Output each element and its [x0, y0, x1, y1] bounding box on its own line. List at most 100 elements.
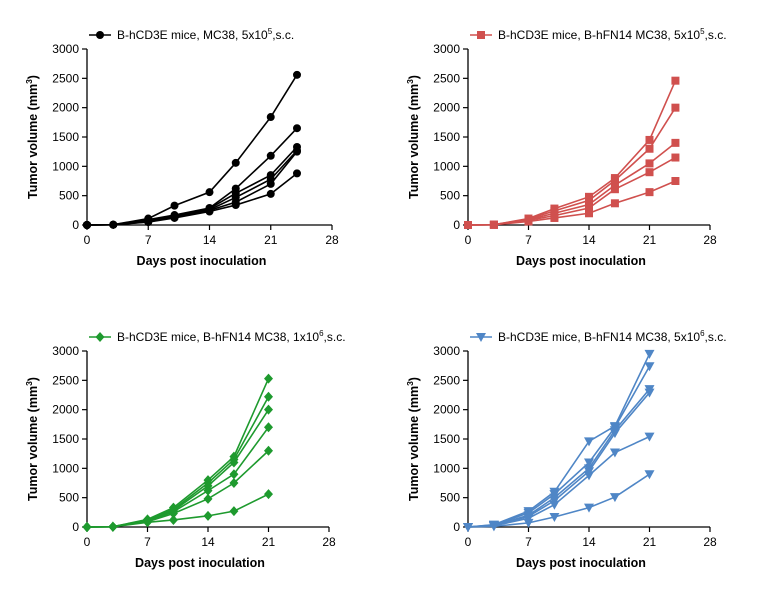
legend-marker	[476, 333, 486, 342]
data-point	[266, 189, 275, 198]
legend: B-hCD3E mice, B-hFN14 MC38, 5x106,s.c.	[470, 329, 727, 344]
data-point	[143, 517, 152, 528]
data-point	[644, 349, 655, 359]
data-point	[584, 503, 594, 513]
legend-marker	[96, 31, 104, 39]
x-tick-label: 7	[525, 233, 532, 247]
x-tick-label: 0	[465, 233, 472, 247]
data-point	[229, 506, 239, 517]
data-point	[644, 432, 655, 442]
x-axis-title: Days post inoculation	[137, 254, 267, 268]
y-axis-title: Tumor volume (mm3)	[405, 377, 421, 501]
legend: B-hCD3E mice, MC38, 5x105,s.c.	[89, 27, 294, 42]
data-point	[671, 153, 680, 162]
y-tick-label: 500	[59, 189, 79, 203]
x-tick-label: 7	[144, 535, 151, 549]
data-point	[144, 218, 153, 227]
legend: B-hCD3E mice, B-hFN14 MC38, 5x105,s.c.	[470, 27, 727, 42]
legend: B-hCD3E mice, B-hFN14 MC38, 1x106,s.c.	[89, 329, 346, 344]
data-point	[231, 158, 240, 167]
y-tick-label: 2000	[433, 403, 460, 417]
data-point	[205, 207, 214, 216]
data-point	[266, 151, 275, 160]
y-tick-label: 1000	[52, 159, 79, 173]
y-tick-label: 2500	[52, 71, 79, 85]
legend-marker	[477, 31, 485, 39]
legend-label: B-hCD3E mice, B-hFN14 MC38, 5x105,s.c.	[498, 27, 727, 42]
y-axis-title: Tumor volume (mm3)	[24, 377, 40, 501]
legend-label: B-hCD3E mice, B-hFN14 MC38, 5x106,s.c.	[498, 329, 727, 344]
chart-panel-4: 0 500 1000 1500 2000 2500 3000 0 7 14 21 28 Days pos…	[405, 329, 727, 570]
x-tick-label: 28	[325, 233, 339, 247]
y-tick-label: 1000	[433, 461, 460, 475]
series-5	[463, 432, 655, 532]
data-point	[645, 159, 654, 168]
series-4	[463, 388, 655, 532]
y-tick-label: 0	[72, 218, 79, 232]
data-point	[645, 188, 654, 197]
series-line	[467, 142, 676, 226]
data-point	[610, 185, 619, 194]
data-point	[170, 213, 179, 222]
data-point	[203, 493, 213, 504]
y-tick-label: 0	[72, 520, 79, 534]
y-tick-label: 3000	[52, 42, 79, 56]
x-tick-label: 0	[84, 233, 91, 247]
data-point	[584, 471, 594, 481]
data-point	[293, 124, 301, 133]
data-point	[523, 514, 534, 524]
series-3	[82, 404, 273, 532]
x-tick-label: 14	[582, 233, 596, 247]
x-tick-label: 14	[203, 233, 217, 247]
x-tick-label: 7	[525, 535, 532, 549]
x-tick-label: 21	[262, 535, 276, 549]
y-tick-label: 0	[453, 218, 460, 232]
data-point	[203, 510, 213, 521]
legend-label: B-hCD3E mice, MC38, 5x105,s.c.	[117, 27, 294, 42]
data-point	[203, 485, 213, 496]
y-tick-label: 2500	[433, 373, 460, 387]
x-tick-label: 28	[703, 233, 717, 247]
series-line	[86, 450, 270, 528]
chart-panel-2: 0 500 1000 1500 2000 2500 3000 0 7 14 21 28 Days pos…	[405, 27, 727, 268]
series-line	[86, 127, 298, 226]
series-6	[82, 489, 273, 532]
y-tick-label: 1500	[433, 130, 460, 144]
data-point	[108, 521, 118, 532]
data-point	[464, 221, 472, 229]
y-tick-label: 2000	[433, 101, 460, 115]
data-point	[229, 457, 239, 468]
data-point	[168, 508, 178, 519]
series-5	[83, 147, 301, 229]
x-tick-label: 21	[643, 233, 657, 247]
data-point	[671, 76, 680, 85]
y-tick-label: 1500	[52, 130, 79, 144]
series-line	[467, 180, 676, 226]
y-tick-label: 1000	[433, 159, 460, 173]
data-point	[610, 199, 619, 208]
data-point	[609, 493, 620, 503]
data-point	[264, 391, 273, 402]
data-point	[229, 478, 239, 488]
y-tick-label: 1500	[52, 432, 79, 446]
data-point	[266, 179, 275, 188]
x-tick-label: 0	[84, 535, 91, 549]
data-point	[644, 362, 655, 372]
y-axis-title: Tumor volume (mm3)	[24, 75, 40, 199]
series-1	[83, 70, 301, 229]
series-4	[82, 422, 273, 532]
y-tick-label: 2000	[52, 403, 79, 417]
legend-label: B-hCD3E mice, B-hFN14 MC38, 1x106,s.c.	[117, 329, 346, 344]
x-tick-label: 21	[643, 535, 657, 549]
data-point	[293, 70, 301, 79]
x-tick-label: 14	[582, 535, 596, 549]
chart-panel-3: 0 500 1000 1500 2000 2500 3000 0 7 14 21 28 Days pos…	[24, 329, 346, 570]
y-tick-label: 3000	[433, 344, 460, 358]
series-6	[83, 169, 301, 229]
data-point	[671, 177, 680, 185]
data-point	[229, 469, 239, 480]
y-tick-label: 2500	[52, 373, 79, 387]
x-tick-label: 28	[703, 535, 717, 549]
series-line	[467, 365, 651, 528]
